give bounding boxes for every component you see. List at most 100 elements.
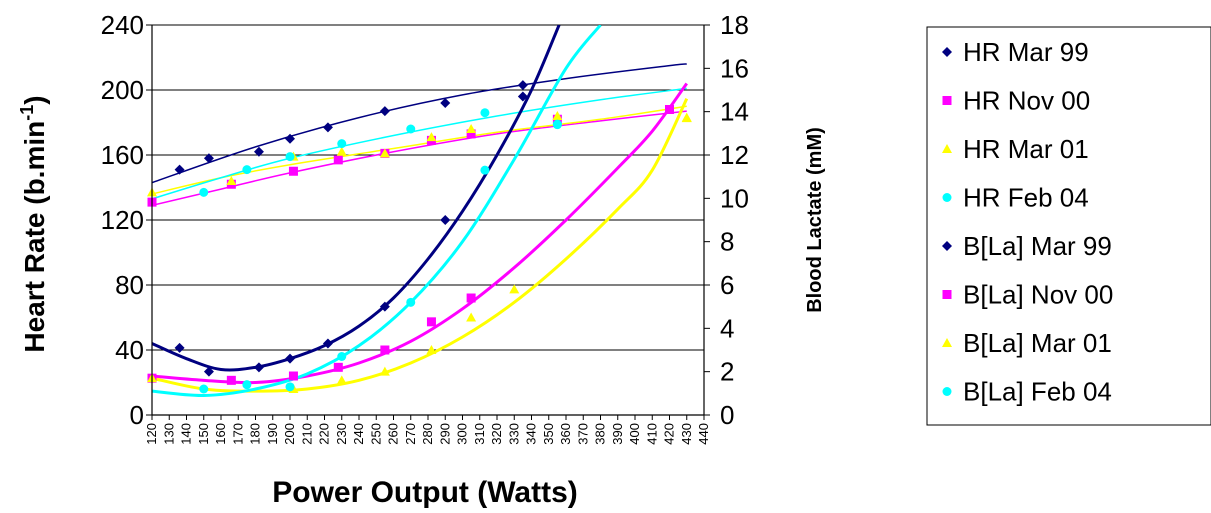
- data-point: [203, 153, 214, 164]
- y-right-axis-title: Blood Lactate (mM): [804, 127, 826, 313]
- data-point: [466, 129, 476, 139]
- x-tick-label: 300: [455, 423, 470, 445]
- data-point: [285, 353, 295, 364]
- data-point: [333, 155, 343, 165]
- y-left-tick-label: 120: [101, 205, 144, 235]
- legend-label: B[La] Mar 99: [963, 231, 1112, 261]
- x-tick-label: 360: [558, 423, 573, 445]
- data-point: [480, 165, 490, 175]
- trend-line-5: [152, 82, 688, 385]
- x-axis-title: Power Output (Watts): [272, 476, 578, 509]
- y-right-tick-labels: 0 2 4 6 8 10 12 14 16 18: [720, 10, 749, 430]
- legend-label: HR Mar 99: [963, 37, 1089, 67]
- x-tick-label: 200: [282, 423, 297, 445]
- data-point: [333, 362, 343, 372]
- data-point: [322, 122, 333, 133]
- data-points: [147, 80, 692, 394]
- x-tick-label: 210: [299, 423, 314, 445]
- data-point: [379, 148, 390, 158]
- legend-label: B[La] Mar 01: [963, 328, 1112, 358]
- data-point: [440, 98, 451, 108]
- data-point: [517, 80, 528, 91]
- legend-marker: [942, 144, 952, 153]
- data-point: [288, 166, 298, 176]
- x-tick-label: 430: [679, 423, 694, 445]
- data-point: [466, 293, 476, 303]
- y-right-tick-label: 16: [720, 53, 749, 83]
- data-point: [480, 108, 490, 118]
- data-point: [199, 187, 209, 197]
- legend-box: [926, 26, 1211, 426]
- y-right-tick-label: 18: [720, 10, 749, 40]
- x-tick-label: 340: [524, 423, 539, 445]
- y-right-tick-label: 2: [720, 357, 734, 387]
- x-tick-label: 150: [196, 423, 211, 445]
- x-tick-label: 390: [610, 423, 625, 445]
- x-tick-label: 160: [213, 423, 228, 445]
- y-left-tick-label: 240: [101, 10, 144, 40]
- trend-line-4: [152, 25, 561, 372]
- data-point: [203, 366, 214, 377]
- data-point: [336, 375, 347, 385]
- x-tick-label: 440: [696, 423, 711, 445]
- x-tick-label: 400: [627, 423, 642, 445]
- x-tick-label: 120: [144, 423, 159, 445]
- x-tick-label: 190: [265, 423, 280, 445]
- data-point: [253, 146, 264, 157]
- data-point: [379, 366, 390, 376]
- x-tick-label: 380: [593, 423, 608, 445]
- y-right-tick-label: 4: [720, 313, 734, 343]
- x-tick-label: 230: [334, 423, 349, 445]
- data-point: [336, 146, 347, 156]
- trend-line-3: [152, 87, 687, 200]
- trend-line-0: [152, 63, 687, 184]
- legend-marker: [942, 193, 952, 202]
- data-point: [665, 105, 674, 114]
- legend-marker: [942, 387, 952, 396]
- legend-marker: [942, 338, 952, 347]
- y-right-tick-label: 12: [720, 140, 749, 170]
- data-point: [406, 124, 416, 134]
- x-tick-label: 310: [472, 423, 487, 445]
- x-tick-labels: 120 130 140 150 160 170 180 190 200 210 220 230 240 2…: [144, 423, 711, 445]
- data-point: [226, 375, 236, 385]
- x-tick-label: 370: [575, 423, 590, 445]
- data-point: [285, 152, 295, 162]
- data-point: [337, 352, 347, 361]
- data-point: [552, 111, 563, 120]
- axes: [146, 24, 710, 420]
- y-right-tick-label: 14: [720, 97, 749, 127]
- data-point: [426, 345, 437, 354]
- x-tick-label: 290: [437, 423, 452, 445]
- y-right-tick-label: 8: [720, 227, 734, 257]
- trend-line-1: [152, 110, 687, 207]
- x-tick-label: 350: [541, 423, 556, 445]
- x-tick-label: 240: [351, 423, 366, 445]
- data-point: [337, 139, 347, 149]
- y-left-tick-label: 80: [115, 270, 144, 300]
- data-point: [406, 297, 416, 307]
- data-point: [285, 133, 295, 144]
- legend-label: HR Nov 00: [963, 86, 1090, 116]
- trend-line-6: [152, 98, 689, 393]
- y-left-tick-label: 200: [101, 75, 144, 105]
- legend-label: HR Feb 04: [963, 183, 1089, 213]
- x-tick-label: 220: [317, 423, 332, 445]
- trend-lines: [152, 25, 689, 398]
- x-tick-label: 280: [420, 423, 435, 445]
- y-left-tick-labels: 0 40 80 120 160 200 240: [101, 10, 144, 430]
- y-left-tick-label: 160: [101, 140, 144, 170]
- x-tick-label: 410: [644, 423, 659, 445]
- data-point: [174, 164, 185, 175]
- data-point: [199, 384, 209, 394]
- legend-marker: [942, 96, 952, 105]
- data-point: [379, 301, 390, 312]
- x-tick-label: 180: [248, 423, 263, 445]
- y-left-tick-label: 0: [130, 400, 144, 430]
- data-point: [440, 215, 451, 225]
- legend-marker: [942, 47, 952, 57]
- data-point: [517, 91, 528, 102]
- legend-label: B[La] Nov 00: [963, 280, 1113, 310]
- gridlines: [152, 24, 704, 351]
